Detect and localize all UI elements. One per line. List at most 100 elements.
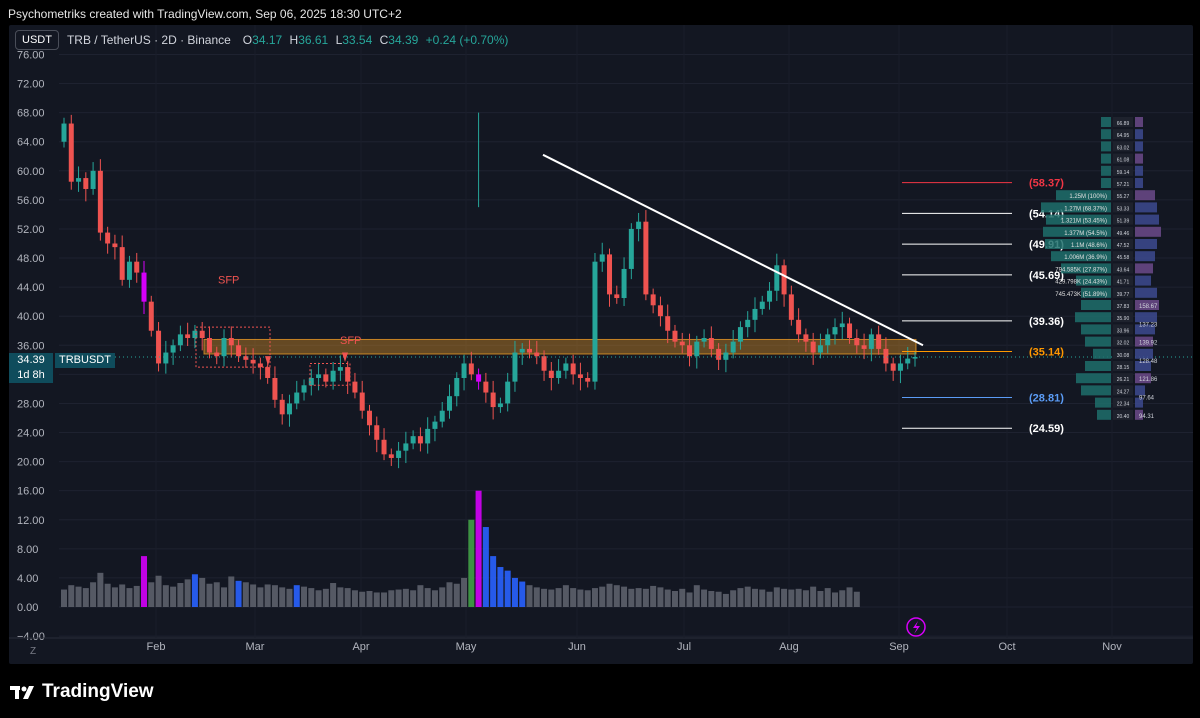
candle-body [141, 272, 147, 302]
volume-bar [148, 582, 155, 607]
volume-bar [606, 583, 613, 607]
volume-bar [286, 588, 293, 607]
volume-bar [475, 490, 482, 607]
candle [345, 361, 351, 394]
sfp-annotation: SFP [218, 274, 239, 286]
candle-body [694, 341, 700, 357]
currency-button[interactable]: USDT [15, 30, 59, 50]
volume-profile-right-bar [1135, 361, 1151, 371]
candle [716, 343, 722, 370]
volume-profile-label: 1.377M (54.5%) [1064, 231, 1107, 237]
volume-bar [184, 579, 191, 607]
candle [257, 357, 263, 380]
volume-bar [555, 588, 562, 607]
open-key: O [242, 33, 253, 47]
volume-profile-bar [1056, 190, 1111, 201]
volume-bar [664, 589, 671, 607]
sfp-arrow [265, 356, 271, 366]
candle [403, 431, 409, 464]
volume-bar [817, 591, 824, 607]
volume-bar [191, 574, 198, 607]
price-chart[interactable]: 76.00 72.00 68.00 64.00 60.00 56.00 52.00 48.00… [9, 25, 1193, 664]
candle [396, 441, 402, 469]
candle [607, 248, 613, 307]
zoom-button[interactable]: Z [29, 646, 37, 657]
candle [294, 380, 300, 410]
volume-bar [693, 585, 700, 607]
candle [497, 397, 503, 413]
volume-bar [257, 587, 264, 607]
volume-bar [599, 586, 606, 607]
candle-body [316, 374, 322, 378]
candle [490, 380, 496, 420]
volume-bar [584, 590, 591, 607]
volume-profile-price-box [1113, 129, 1133, 140]
volume-profile-bar [1093, 348, 1111, 359]
candle [468, 351, 474, 381]
candle-body [556, 370, 562, 378]
volume-profile-right-bar [1135, 129, 1143, 140]
volume-bar [846, 587, 853, 607]
candle [767, 282, 773, 310]
candle-body [708, 338, 714, 349]
volume-profile-right-bar [1135, 190, 1155, 201]
tradingview-logo-icon [10, 686, 34, 699]
volume-bar [351, 590, 358, 607]
candle [192, 324, 198, 349]
volume-profile-label: 429.798K (24.43%) [1055, 280, 1107, 286]
candle-body [672, 330, 678, 342]
volume-profile-price: 39.77 [1117, 292, 1130, 298]
volume-profile-bar [1051, 251, 1111, 262]
symbol-description[interactable]: TRB / TetherUS · 2D · Binance [66, 33, 231, 47]
candle-body [905, 358, 911, 364]
volume-profile-right-bar [1135, 324, 1155, 335]
candle [156, 322, 162, 372]
volume-profile-price: 20.40 [1117, 414, 1130, 420]
candle-body [730, 341, 736, 353]
volume-bar [701, 589, 708, 607]
y-tick-label: 28.00 [17, 398, 45, 410]
candle-body [170, 345, 176, 353]
volume-profile-price-box [1113, 178, 1133, 188]
volume-profile-bar [1101, 153, 1111, 164]
candle-body [214, 352, 220, 357]
candle [868, 328, 874, 362]
candle [592, 252, 598, 390]
high-value: 36.61 [298, 33, 329, 47]
candle-body [352, 381, 358, 393]
candle [570, 354, 576, 385]
candle [708, 326, 714, 357]
high-key: H [289, 33, 299, 47]
candle [439, 401, 445, 428]
fib-level-label: (39.36) [1029, 316, 1064, 328]
candle-body [679, 341, 685, 346]
volume-bar [504, 570, 511, 607]
candle-body [774, 265, 780, 291]
volume-profile-price: 30.08 [1117, 353, 1130, 359]
volume-profile-bar [1045, 239, 1111, 249]
candle [185, 322, 191, 347]
candle-body [279, 399, 285, 415]
candle [505, 372, 511, 412]
volume-profile-right-bar [1135, 373, 1151, 384]
volume-profile-bar [1075, 312, 1111, 323]
y-tick-label: 16.00 [17, 486, 45, 498]
volume-bar [315, 590, 322, 607]
candle [788, 285, 794, 326]
volume-bar [235, 580, 242, 607]
volume-profile-price-box [1113, 153, 1133, 164]
candle [861, 333, 867, 360]
volume-bar [111, 587, 118, 607]
candle-body [366, 410, 372, 426]
volume-bar [322, 588, 329, 607]
volume-bar [773, 587, 780, 607]
volume-bar [686, 592, 693, 607]
candle-body [330, 370, 336, 382]
volume-bar [781, 588, 788, 607]
volume-bar [271, 585, 278, 607]
candle-body [490, 392, 496, 408]
volume-profile-price: 55.27 [1117, 194, 1130, 200]
chart-panel[interactable]: 76.00 72.00 68.00 64.00 60.00 56.00 52.00 48.00… [9, 25, 1193, 664]
sfp-arrow [342, 352, 348, 363]
volume-profile-price: 33.96 [1117, 328, 1130, 334]
